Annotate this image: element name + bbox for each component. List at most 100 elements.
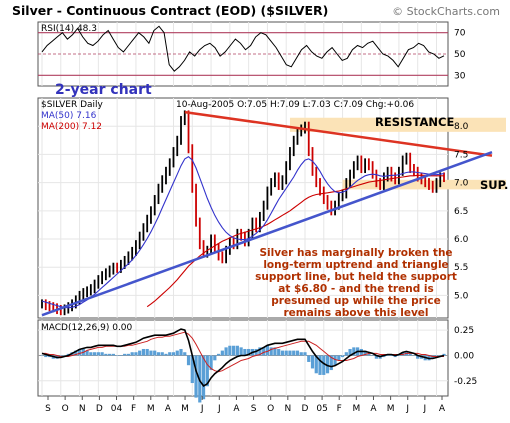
price-tick-label: 7.0 [454, 179, 469, 189]
macd-signal-line [42, 331, 444, 373]
macd-histogram-bar [235, 345, 239, 356]
macd-histogram-bar [186, 355, 191, 366]
price-tick-label: 6.5 [454, 207, 468, 217]
x-tick-label: A [439, 404, 446, 414]
resistance-zone [289, 117, 506, 132]
macd-axis-ticks: 0.25 0.00 -0.25 [454, 326, 477, 387]
macd-histogram-bar [149, 350, 153, 356]
macd-histogram-bar [213, 355, 217, 361]
credit-text: © StockCharts.com [392, 5, 500, 18]
price-axis-ticks: 5.0 5.5 6.0 6.5 7.0 7.5 8.0 [454, 122, 469, 301]
macd-histogram-bar [397, 355, 401, 356]
macd-label: MACD(12,26,9) 0.00 [41, 323, 133, 333]
x-tick-label: F [337, 404, 342, 414]
price-info-readout: 10-Aug-2005 O:7.05 H:7.09 L:7.03 C:7.09 … [176, 100, 414, 110]
macd-histogram-bar [310, 355, 315, 369]
macd-histogram-bar [322, 355, 326, 375]
x-tick-label: M [181, 404, 189, 414]
macd-histogram-bar [348, 348, 352, 356]
x-axis-ticks: S O N D 04 F M A M J J A S O N D 05 F M A M J J A [45, 396, 446, 414]
macd-histogram-bar [108, 353, 112, 356]
macd-histogram-bar [374, 355, 378, 359]
macd-histogram-bar [254, 348, 258, 356]
macd-histogram-bar [344, 352, 348, 356]
macd-histogram-bar [299, 352, 303, 356]
macd-histogram-bar [325, 355, 330, 374]
macd-tick-label: -0.25 [454, 377, 477, 387]
x-tick-label: A [233, 404, 240, 414]
macd-histogram-bar [153, 350, 157, 356]
macd-histogram-bar [130, 352, 134, 356]
comment-line: long-term uptrend and triangle [263, 259, 448, 271]
macd-histogram-bar [247, 348, 251, 356]
resistance-trendline [184, 110, 493, 157]
macd-histogram-bar [340, 355, 345, 358]
support-trendline [41, 150, 493, 317]
macd-histogram-bar [442, 353, 446, 356]
price-tick-label: 7.5 [454, 150, 468, 160]
macd-histogram-bar [224, 347, 228, 356]
macd-histogram-bar [145, 348, 149, 356]
macd-histogram-bar [190, 355, 194, 384]
rsi-tick-label: 50 [454, 50, 466, 60]
macd-histogram-bar [284, 350, 288, 356]
price-tick-label: 8.0 [454, 122, 469, 132]
x-tick-label: O [62, 404, 69, 414]
macd-histogram-bar [175, 350, 179, 356]
macd-histogram-bar [119, 355, 123, 356]
x-tick-label: S [45, 404, 51, 414]
rsi-axis-ticks: 30 50 70 [454, 29, 466, 82]
macd-histogram-bar [209, 355, 213, 371]
x-tick-label: S [251, 404, 257, 414]
macd-histogram-bar [295, 350, 300, 356]
x-tick-label: D [96, 404, 103, 414]
macd-histogram-bar [138, 350, 142, 356]
support-label: SUP. [480, 178, 508, 192]
macd-histogram-bar [288, 350, 292, 356]
price-tick-label: 6.0 [454, 235, 469, 245]
ma50-label: MA(50) 7.16 [41, 111, 97, 121]
analyst-comment: Silver has marginally broken the long-te… [255, 247, 457, 319]
price-tick-label: 5.5 [454, 263, 468, 273]
x-tick-label: M [352, 404, 360, 414]
macd-histogram-bar [371, 355, 375, 356]
macd-histogram-bar [168, 352, 172, 356]
macd-histogram-bar [96, 352, 100, 356]
macd-histogram-bar [412, 355, 416, 356]
macd-histogram-bar [280, 350, 285, 356]
macd-histogram-bar [359, 348, 363, 356]
rsi-tick-label: 70 [454, 29, 466, 39]
comment-line: presumed up while the price [271, 295, 440, 307]
macd-histogram-bar [123, 353, 127, 356]
x-tick-label: 04 [111, 404, 123, 414]
macd-histogram-bar [100, 352, 104, 356]
x-tick-label: A [370, 404, 377, 414]
macd-histogram-bar [318, 355, 322, 375]
macd-histogram-bar [333, 355, 337, 366]
x-tick-label: J [405, 404, 409, 414]
macd-histogram-bar [156, 352, 161, 356]
macd-line [41, 328, 445, 387]
price-tick-label: 5.0 [454, 291, 469, 301]
macd-histogram-bar [329, 355, 333, 371]
support-zone [342, 179, 506, 190]
macd-histogram-bar [269, 347, 273, 356]
period-label: 2-year chart [55, 82, 152, 98]
macd-histogram-bar [85, 350, 89, 356]
macd-histogram-bar [164, 353, 168, 356]
macd-histogram-bar [416, 355, 420, 359]
macd-histogram-bar [89, 352, 93, 356]
macd-histogram-bar [367, 353, 371, 356]
macd-histogram-bar [179, 348, 183, 356]
x-tick-label: A [165, 404, 172, 414]
macd-histogram-bar [408, 353, 412, 356]
macd-histogram-bar [205, 355, 209, 387]
macd-histogram-bar [273, 347, 277, 356]
macd-histogram-bar [303, 352, 307, 356]
macd-histogram-bar [314, 355, 318, 374]
macd-histogram-bar [77, 348, 82, 356]
comment-line: at $6.80 - and the trend is [278, 283, 433, 295]
macd-histogram-bar [104, 353, 108, 356]
macd-histogram-bar [292, 350, 296, 356]
